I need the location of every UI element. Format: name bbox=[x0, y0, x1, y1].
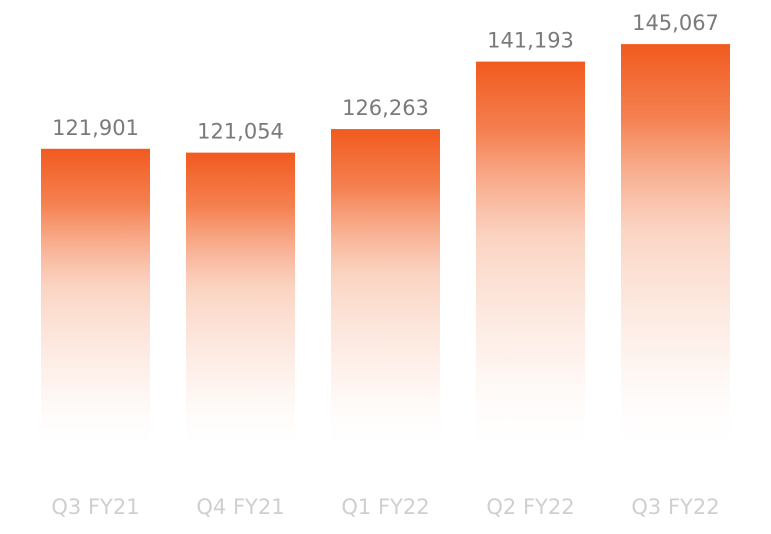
value-label-4: 141,193 bbox=[487, 29, 574, 53]
category-label-1: Q3 FY21 bbox=[51, 495, 139, 519]
bars-group bbox=[41, 44, 730, 456]
category-label-3: Q1 FY22 bbox=[341, 495, 429, 519]
value-label-3: 126,263 bbox=[342, 96, 429, 120]
bar-2 bbox=[186, 152, 295, 455]
bar-4 bbox=[476, 61, 585, 456]
value-label-2: 121,054 bbox=[197, 120, 284, 144]
value-labels-group: 121,901 121,054 126,263 141,193 145,067 bbox=[52, 11, 719, 144]
category-labels-group: Q3 FY21 Q4 FY21 Q1 FY22 Q2 FY22 Q3 FY22 bbox=[51, 495, 719, 519]
value-label-5: 145,067 bbox=[632, 11, 719, 35]
bar-3 bbox=[331, 129, 440, 455]
category-label-5: Q3 FY22 bbox=[631, 495, 719, 519]
bar-5 bbox=[621, 44, 730, 455]
category-label-4: Q2 FY22 bbox=[486, 495, 574, 519]
bar-1 bbox=[41, 148, 150, 456]
category-label-2: Q4 FY21 bbox=[196, 495, 284, 519]
value-label-1: 121,901 bbox=[52, 116, 139, 140]
